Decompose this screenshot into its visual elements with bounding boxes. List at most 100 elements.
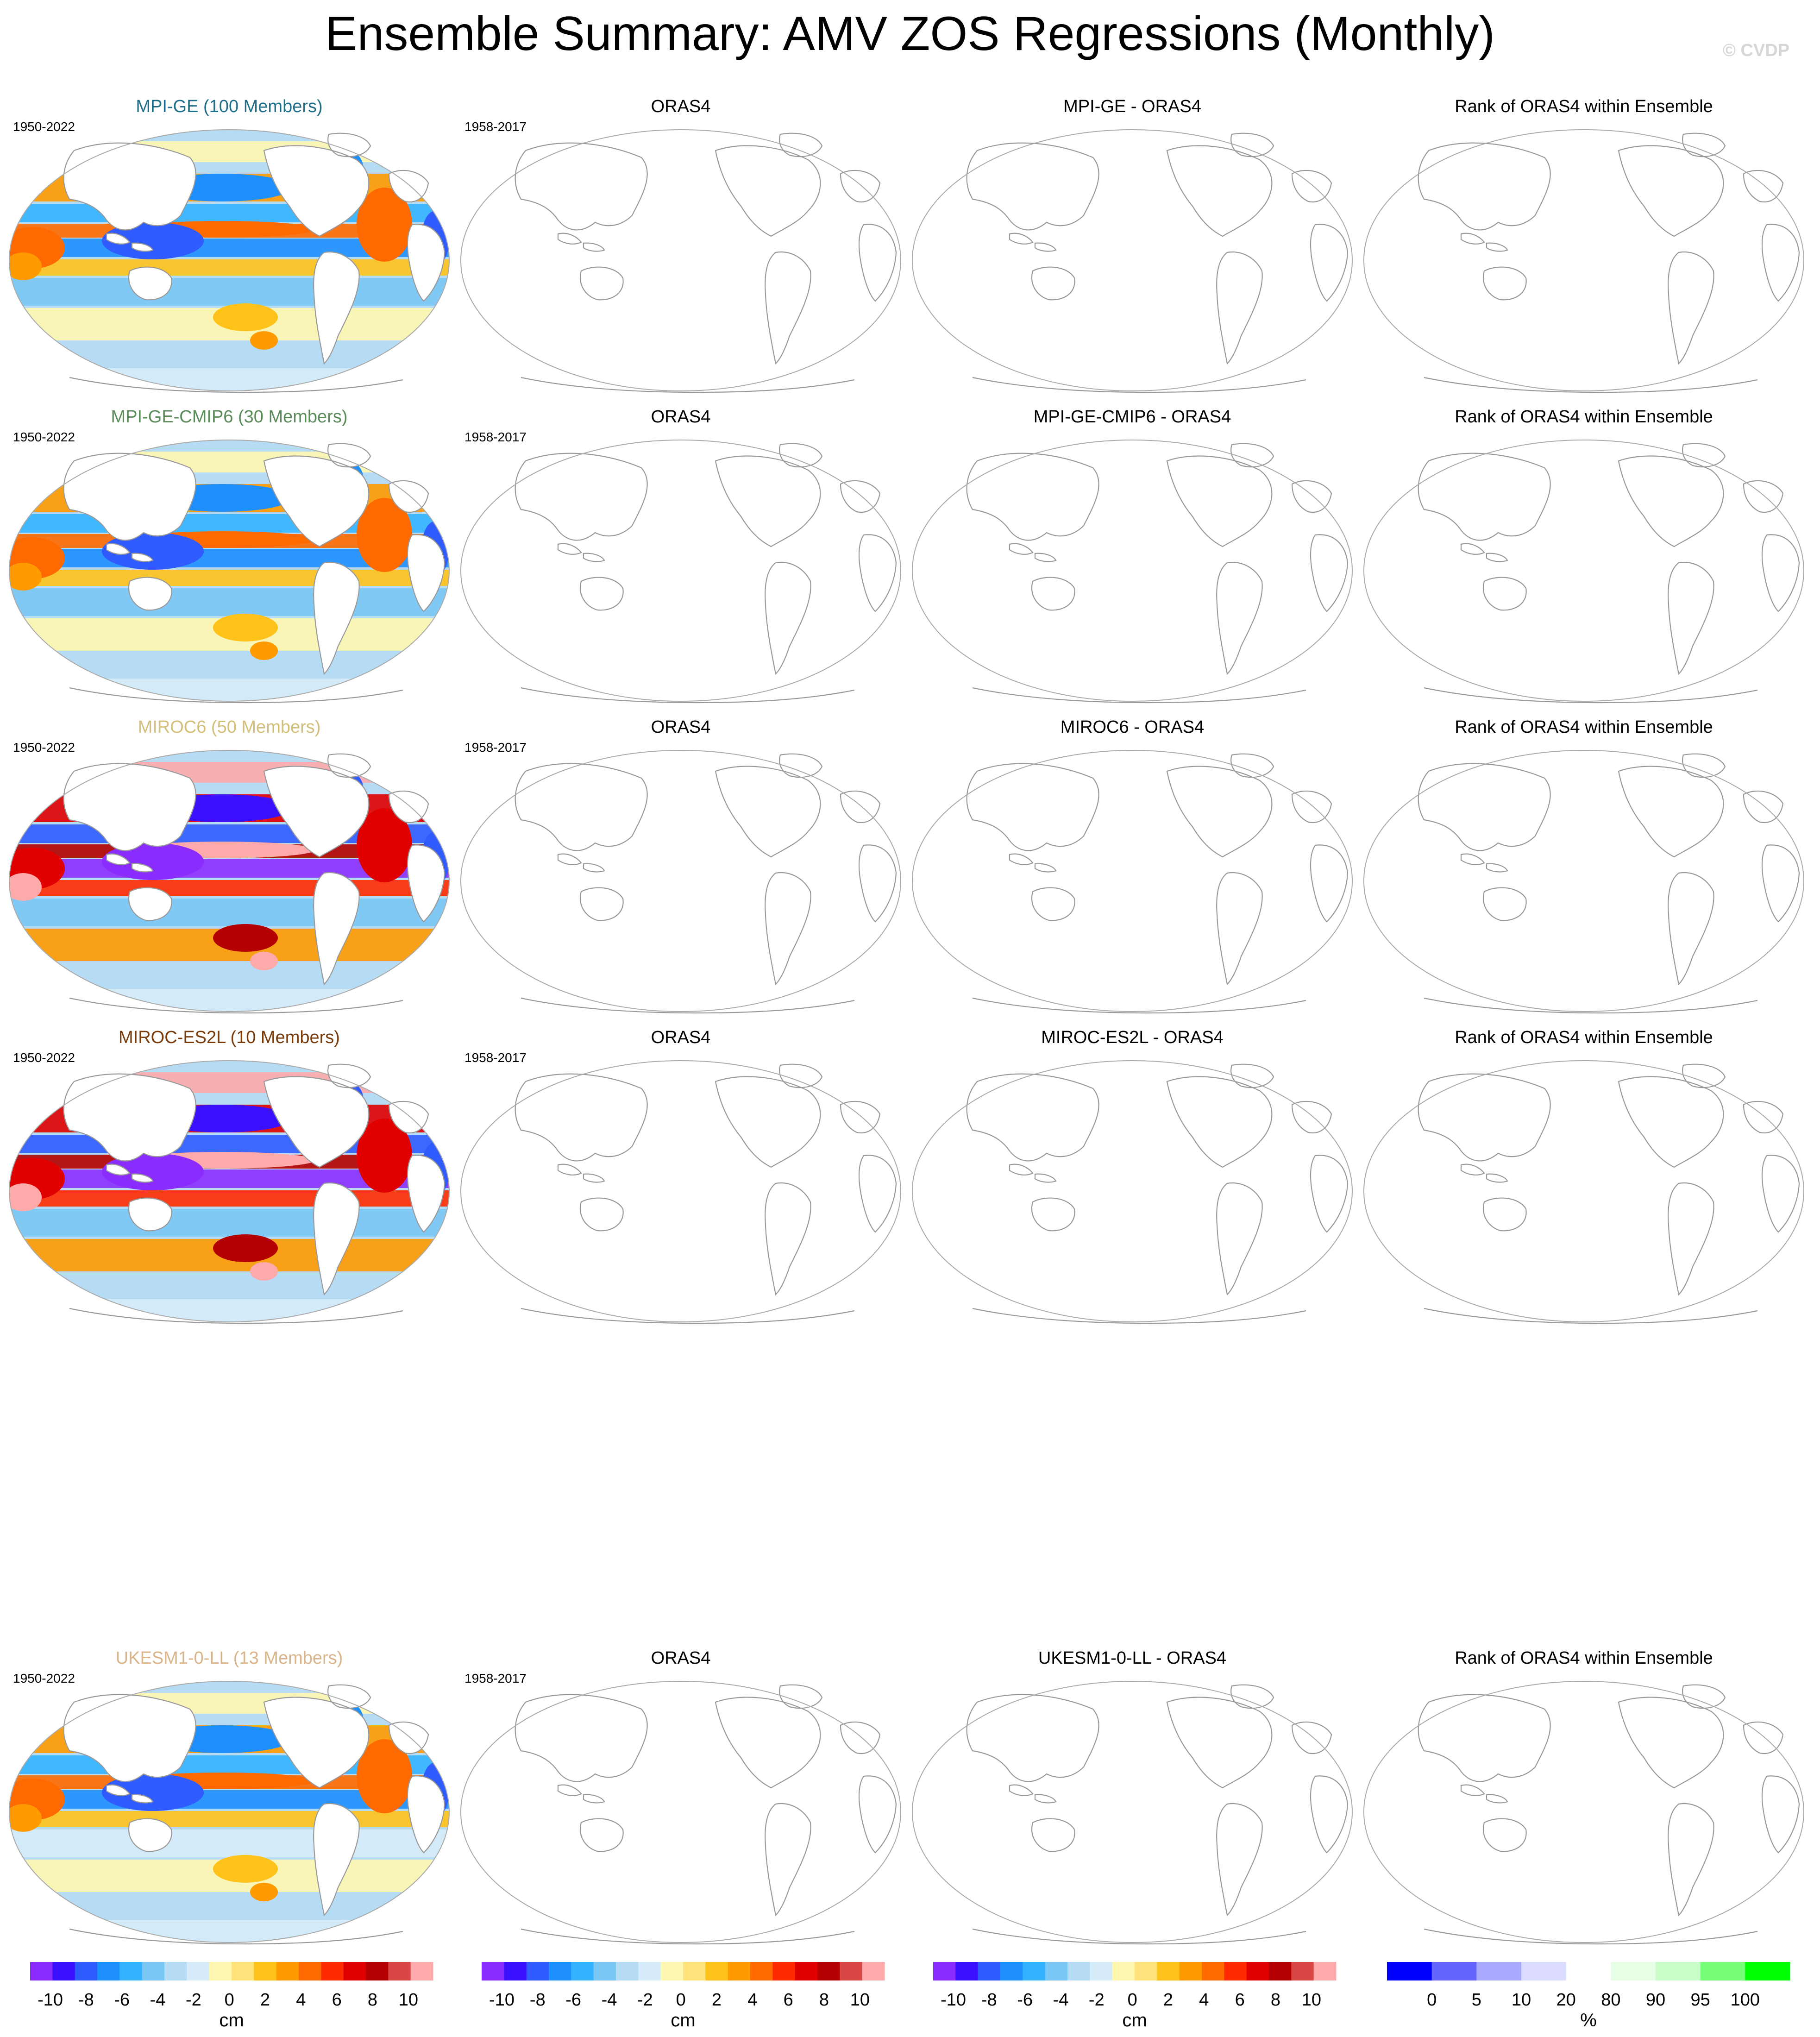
- land-mask: [314, 1183, 359, 1295]
- panel-years: 1950-2022: [13, 430, 75, 444]
- map-border: [9, 1681, 450, 1943]
- colorbar-swatch: [321, 1962, 344, 1980]
- zos-regression-field: [9, 1681, 449, 1943]
- map-border: [9, 129, 450, 391]
- land-mask: [63, 1694, 196, 1782]
- zos-band: [9, 452, 449, 472]
- map-border: [912, 750, 1353, 1012]
- antarctica-outline: [521, 1308, 855, 1324]
- empty-map: [912, 440, 1353, 704]
- map-border: [912, 129, 1353, 391]
- zos-band: [9, 989, 449, 1012]
- colorbar-swatch: [955, 1962, 979, 1980]
- panel-title: Rank of ORAS4 within Ensemble: [1455, 717, 1713, 737]
- map-border: [460, 1681, 901, 1943]
- colorbar-tick-label: 10: [398, 1990, 418, 2010]
- panel-title: MIROC-ES2L (10 Members): [119, 1028, 340, 1047]
- land-mask: [264, 145, 369, 236]
- north-america-outline: [715, 145, 821, 237]
- indonesia-outline: [106, 1163, 154, 1183]
- africa-outline: [407, 224, 446, 302]
- south-america-outline: [313, 251, 360, 365]
- greenland-outline: [327, 1063, 371, 1088]
- zos-anomaly: [9, 252, 42, 280]
- australia-outline: [1483, 1197, 1527, 1232]
- colorbar-swatch: [1476, 1962, 1522, 1980]
- colorbar-tick-label: 6: [332, 1990, 342, 2010]
- colorbar-swatch: [1246, 1962, 1269, 1980]
- south-america-outline: [313, 561, 360, 675]
- colorbar-unit: cm: [219, 2010, 244, 2031]
- colorbar-tick-label: 90: [1645, 1990, 1666, 2010]
- colorbar-tick-label: -4: [150, 1990, 166, 2010]
- africa-outline: [1761, 844, 1800, 923]
- north-america-outline: [1618, 1697, 1724, 1789]
- north-america-outline: [1618, 766, 1724, 858]
- zos-anomaly: [9, 1804, 42, 1832]
- europe-outline: [388, 790, 429, 824]
- zos-anomaly: [357, 188, 412, 262]
- zos-anomaly: [213, 1855, 278, 1883]
- europe-outline: [840, 170, 881, 203]
- zos-anomaly: [102, 1774, 204, 1811]
- asia-outline: [1418, 1073, 1551, 1162]
- south-america-outline: [313, 872, 360, 986]
- obs-panel: ORAS4 1958-2017: [456, 716, 905, 1024]
- asia-outline: [63, 1694, 196, 1782]
- africa-outline: [858, 1155, 897, 1233]
- zos-anomaly: [357, 1119, 412, 1193]
- land-mask: [314, 252, 359, 364]
- europe-outline: [840, 1100, 881, 1134]
- indonesia-outline: [1460, 853, 1508, 873]
- north-america-outline: [263, 455, 370, 547]
- empty-map: [912, 1060, 1353, 1324]
- south-america-outline: [765, 251, 811, 365]
- greenland-outline: [779, 753, 823, 778]
- colorbar-tick-label: 0: [224, 1990, 234, 2010]
- model-map: [9, 1681, 450, 1945]
- colorbar-swatch: [343, 1962, 366, 1980]
- rank-panel: Rank of ORAS4 within Ensemble: [1359, 716, 1808, 1024]
- colorbar-swatch: [1700, 1962, 1745, 1980]
- colorbar-swatch: [276, 1962, 299, 1980]
- antarctica-outline: [521, 997, 855, 1014]
- zos-colorbar-obs: -10 -8 -6 -4 -2 0 2 4 6 8 10 cm: [477, 1959, 894, 2031]
- antarctica-outline: [69, 687, 403, 704]
- colorbar-unit: cm: [1122, 2010, 1147, 2031]
- europe-outline: [1743, 1100, 1784, 1134]
- antarctica-outline: [972, 1308, 1306, 1324]
- zos-colorbar-diff: -10 -8 -6 -4 -2 0 2 4 6 8 10 cm: [929, 1959, 1345, 2031]
- north-america-outline: [1166, 766, 1273, 858]
- diff-panel: MPI-GE-CMIP6 - ORAS4: [908, 405, 1357, 713]
- land-mask: [107, 854, 153, 872]
- colorbar-tick-label: 0: [1127, 1990, 1137, 2010]
- greenland-outline: [1230, 753, 1274, 778]
- south-america-outline: [1216, 872, 1263, 986]
- colorbar-tick-label: 4: [1199, 1990, 1209, 2010]
- colorbar-swatch: [1224, 1962, 1247, 1980]
- colorbar-tick-label: 20: [1556, 1990, 1576, 2010]
- colorbar-swatch: [1179, 1962, 1202, 1980]
- diff-panel: MIROC6 - ORAS4: [908, 716, 1357, 1024]
- europe-outline: [1743, 1721, 1784, 1754]
- land-mask: [408, 845, 445, 922]
- zos-anomaly: [250, 1262, 278, 1281]
- land-mask: [63, 1074, 196, 1161]
- colorbar-swatch: [52, 1962, 75, 1980]
- colorbar-tick-label: 4: [296, 1990, 306, 2010]
- panel-years: 1950-2022: [13, 1050, 75, 1065]
- asia-outline: [515, 142, 648, 231]
- north-america-outline: [1166, 1697, 1273, 1789]
- zos-anomaly: [357, 498, 412, 572]
- colorbar-swatch: [75, 1962, 98, 1980]
- figure-title: Ensemble Summary: AMV ZOS Regressions (M…: [325, 7, 1495, 61]
- antarctica-outline: [1424, 997, 1758, 1014]
- australia-outline: [1031, 1197, 1075, 1232]
- colorbar-swatch: [1313, 1962, 1337, 1980]
- empty-map: [1363, 129, 1804, 393]
- africa-outline: [1310, 1155, 1349, 1233]
- colorbar-unit: cm: [671, 2010, 696, 2031]
- zos-band: [9, 1830, 449, 1857]
- colorbar-swatch: [526, 1962, 549, 1980]
- zos-band: [9, 651, 449, 679]
